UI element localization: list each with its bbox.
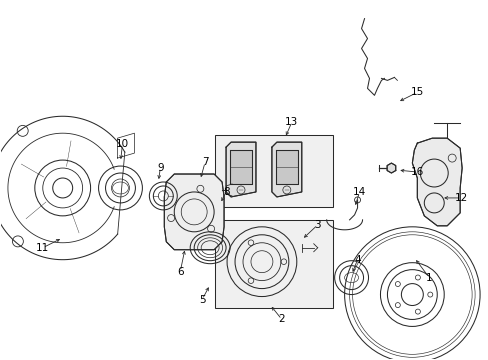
Polygon shape xyxy=(275,150,297,184)
Polygon shape xyxy=(225,142,255,197)
Text: 12: 12 xyxy=(454,193,467,203)
Text: 4: 4 xyxy=(353,255,360,265)
Bar xyxy=(215,135,332,207)
Text: 13: 13 xyxy=(285,117,298,127)
Polygon shape xyxy=(386,163,395,173)
Text: 6: 6 xyxy=(177,267,183,276)
Text: 11: 11 xyxy=(36,243,49,253)
Bar xyxy=(215,220,332,307)
Text: 10: 10 xyxy=(116,139,129,149)
Text: 14: 14 xyxy=(352,187,366,197)
Text: 2: 2 xyxy=(278,314,285,324)
Polygon shape xyxy=(271,142,301,197)
Polygon shape xyxy=(164,174,224,250)
Text: 3: 3 xyxy=(314,220,321,230)
Text: 7: 7 xyxy=(202,157,208,167)
Text: 15: 15 xyxy=(410,87,423,97)
Text: 5: 5 xyxy=(199,294,205,305)
Text: 1: 1 xyxy=(425,273,432,283)
Text: 16: 16 xyxy=(410,167,423,177)
Text: 8: 8 xyxy=(223,187,229,197)
Polygon shape xyxy=(229,150,251,184)
Polygon shape xyxy=(411,138,461,226)
Text: 9: 9 xyxy=(157,163,163,173)
